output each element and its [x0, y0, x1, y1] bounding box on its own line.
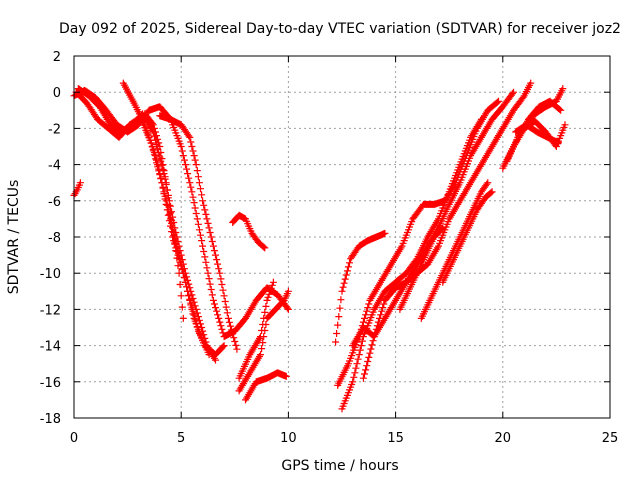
- series-16-markers: [396, 224, 447, 313]
- x-tick-label: 5: [177, 431, 185, 446]
- series-22: [520, 117, 569, 150]
- y-tick-label: -18: [40, 412, 61, 427]
- x-tick-label: 20: [495, 431, 512, 446]
- series-15: [359, 88, 517, 382]
- x-tick-label: 0: [70, 431, 78, 446]
- y-tick-label: -16: [40, 376, 61, 391]
- series-5: [141, 110, 187, 322]
- series-22-markers: [520, 117, 569, 150]
- axis-ticks: 0 5 10 15 20 25 -18 -16 -14 -12 -10 -8 -6 -4 -2 0 2: [40, 50, 619, 446]
- y-tick-label: 2: [53, 50, 61, 65]
- y-tick-label: -12: [40, 303, 61, 318]
- y-axis-label: SDTVAR / TECUs: [6, 180, 22, 295]
- series-17-markers: [417, 179, 492, 322]
- x-axis-label: GPS time / hours: [281, 458, 398, 474]
- y-tick-label: -8: [48, 231, 61, 246]
- series-0-markers: [70, 179, 84, 199]
- series-18-markers: [439, 188, 496, 286]
- series-10-markers: [242, 369, 290, 404]
- series-16: [396, 224, 447, 313]
- series-13-markers: [338, 115, 485, 413]
- y-tick-label: -2: [48, 122, 61, 137]
- series-6-markers: [156, 112, 241, 353]
- y-tick-label: 0: [53, 86, 61, 101]
- series-7: [229, 211, 269, 252]
- series-17: [417, 179, 492, 322]
- series-11-markers: [332, 229, 389, 346]
- series-9: [235, 278, 277, 382]
- series-18: [439, 188, 496, 286]
- y-tick-label: -10: [40, 267, 61, 282]
- series-9-markers: [235, 278, 277, 382]
- y-tick-label: -4: [48, 159, 61, 174]
- x-tick-label: 25: [602, 431, 619, 446]
- series-6: [156, 112, 241, 353]
- y-tick-label: -6: [48, 195, 61, 210]
- series-7-markers: [229, 211, 269, 252]
- series-15-markers: [359, 88, 517, 382]
- x-tick-label: 10: [280, 431, 297, 446]
- series-13: [338, 115, 485, 413]
- series-5-markers: [141, 110, 187, 322]
- series-11: [332, 229, 389, 346]
- series-10: [242, 369, 290, 404]
- data-points: [70, 79, 569, 413]
- chart-title: Day 092 of 2025, Sidereal Day-to-day VTE…: [59, 21, 621, 37]
- x-tick-label: 15: [387, 431, 404, 446]
- series-0: [70, 179, 84, 199]
- y-tick-label: -14: [40, 340, 61, 355]
